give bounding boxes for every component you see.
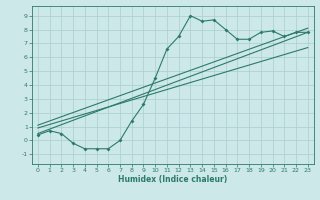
X-axis label: Humidex (Indice chaleur): Humidex (Indice chaleur)	[118, 175, 228, 184]
